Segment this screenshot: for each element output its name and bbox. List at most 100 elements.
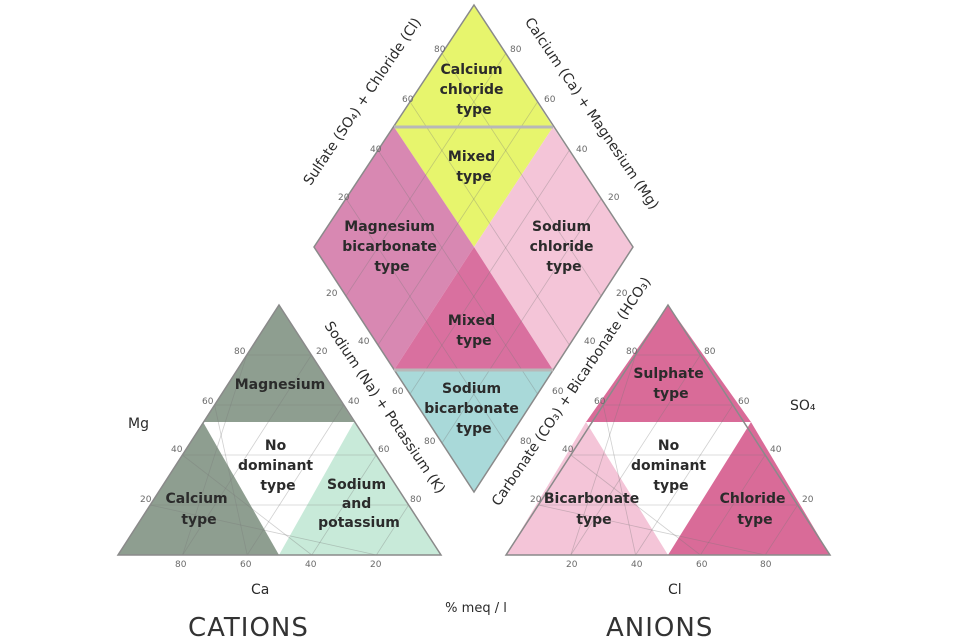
tick-dur-3: 20	[608, 193, 620, 203]
grid-line	[635, 404, 734, 556]
tick-cr-0: 20	[316, 347, 328, 357]
tick-dlr-1: 40	[584, 337, 596, 347]
grid-line	[345, 53, 507, 297]
cation-grid	[150, 354, 409, 556]
tick-dur-0: 80	[510, 45, 522, 55]
grid-line	[377, 149, 538, 395]
tick-ab-2: 60	[696, 560, 708, 570]
grid-line	[570, 454, 701, 556]
tick-dur-1: 60	[544, 95, 556, 105]
cation-no-dominant-label: No dominant type	[238, 438, 318, 494]
tick-al-3: 80	[626, 347, 638, 357]
tick-cl-0: 20	[140, 495, 152, 505]
mixed-top-zone	[394, 127, 553, 247]
tick-cr-1: 40	[348, 397, 360, 407]
tick-dll-3: 80	[424, 437, 436, 447]
grid-line	[214, 404, 248, 556]
tick-ab-1: 40	[631, 560, 643, 570]
tick-cb-3: 20	[370, 560, 382, 570]
tick-cb-1: 60	[240, 560, 252, 570]
cation-no-dominant-zone	[203, 422, 354, 555]
grid-line	[700, 454, 766, 556]
grid-line	[441, 53, 602, 297]
tick-cr-2: 60	[378, 445, 390, 455]
grid-line	[182, 354, 248, 556]
tick-cl-3: 80	[234, 347, 246, 357]
cation-calcium-label: Calcium type	[165, 491, 232, 528]
sodium-chloride-label: Sodium chloride type	[530, 219, 599, 275]
tick-cl-2: 60	[202, 397, 214, 407]
sodium-bicarbonate-label: Sodium bicarbonate type	[424, 381, 524, 437]
cation-magnesium-zone	[203, 305, 354, 422]
corner-ca-label: Ca	[251, 582, 269, 598]
grid-line	[570, 354, 701, 556]
calcium-chloride-zone	[394, 5, 553, 127]
tick-cb-0: 80	[175, 560, 187, 570]
tick-ar-0: 80	[704, 347, 716, 357]
tick-ar-3: 20	[802, 495, 814, 505]
cation-magnesium-label: Magnesium	[235, 377, 326, 393]
magnesium-bicarbonate-label: Magnesium bicarbonate type	[342, 219, 442, 275]
grid-line	[345, 198, 507, 444]
anion-sulphate-zone	[586, 305, 751, 422]
grid-line	[602, 404, 636, 556]
cation-sodium-potassium-label: Sodium and potassium	[318, 477, 400, 531]
tick-dll-0: 20	[326, 289, 338, 299]
tick-ar-2: 40	[770, 445, 782, 455]
tick-dul-1: 60	[402, 95, 414, 105]
anion-bicarbonate-label: Bicarbonate type	[544, 491, 644, 528]
cation-triangle: Magnesium No dominant type Calcium type …	[116, 303, 443, 640]
tick-dlr-3: 80	[520, 437, 532, 447]
anion-sulphate-label: Sulphate type	[633, 366, 708, 402]
corner-mg-label: Mg	[128, 416, 149, 432]
grid-line	[409, 101, 570, 346]
anion-bicarbonate-zone	[506, 422, 668, 555]
anions-title: ANIONS	[606, 613, 713, 640]
tick-ar-1: 60	[738, 397, 750, 407]
grid-line	[570, 354, 636, 556]
grid-line	[377, 101, 538, 346]
grid-line	[409, 149, 570, 395]
tick-al-1: 40	[562, 445, 574, 455]
anion-grid	[538, 354, 798, 556]
mixed-bottom-label: Mixed type	[448, 313, 500, 349]
anion-chloride-label: Chloride type	[720, 491, 791, 528]
tick-dur-2: 40	[576, 145, 588, 155]
grid-line	[311, 454, 377, 556]
corner-cl-label: Cl	[668, 582, 682, 598]
grid-line	[376, 504, 409, 556]
grid-line	[764, 504, 798, 556]
cations-title: CATIONS	[188, 613, 309, 640]
cation-sodium-potassium-zone	[279, 422, 441, 555]
tick-cb-2: 40	[305, 560, 317, 570]
anion-outline	[504, 303, 832, 556]
cation-outline	[116, 303, 443, 556]
diamond-grid	[345, 53, 602, 444]
diamond-outline	[313, 3, 634, 494]
tick-ab-3: 80	[760, 560, 772, 570]
anion-no-dominant-label: No dominant type	[631, 438, 711, 494]
sodium-bicarbonate-zone	[394, 370, 553, 492]
tick-cl-1: 40	[171, 445, 183, 455]
corner-so4-label: SO₄	[790, 398, 816, 414]
tick-cr-3: 80	[410, 495, 422, 505]
tick-ab-0: 20	[566, 560, 578, 570]
anion-no-dominant-zone	[586, 422, 751, 555]
mixed-bottom-zone	[394, 247, 553, 370]
anion-triangle: Sulphate type No dominant type Bicarbona…	[504, 303, 832, 640]
anion-chloride-zone	[668, 422, 830, 555]
tick-al-0: 20	[530, 495, 542, 505]
mixed-top-label: Mixed type	[448, 149, 500, 185]
grid-line	[182, 354, 312, 556]
calcium-chloride-label: Calcium chloride type	[440, 62, 509, 118]
diamond-ticks: 80 60 40 20 80 60 40 20 20 40 60 80 20 4…	[326, 45, 628, 447]
cation-calcium-zone	[118, 422, 279, 555]
grid-line	[150, 504, 377, 556]
tick-dll-2: 60	[392, 387, 404, 397]
tick-dul-3: 20	[338, 193, 350, 203]
grid-line	[441, 198, 602, 444]
grid-line	[182, 454, 313, 556]
tick-dul-0: 80	[434, 45, 446, 55]
tick-al-2: 60	[594, 397, 606, 407]
